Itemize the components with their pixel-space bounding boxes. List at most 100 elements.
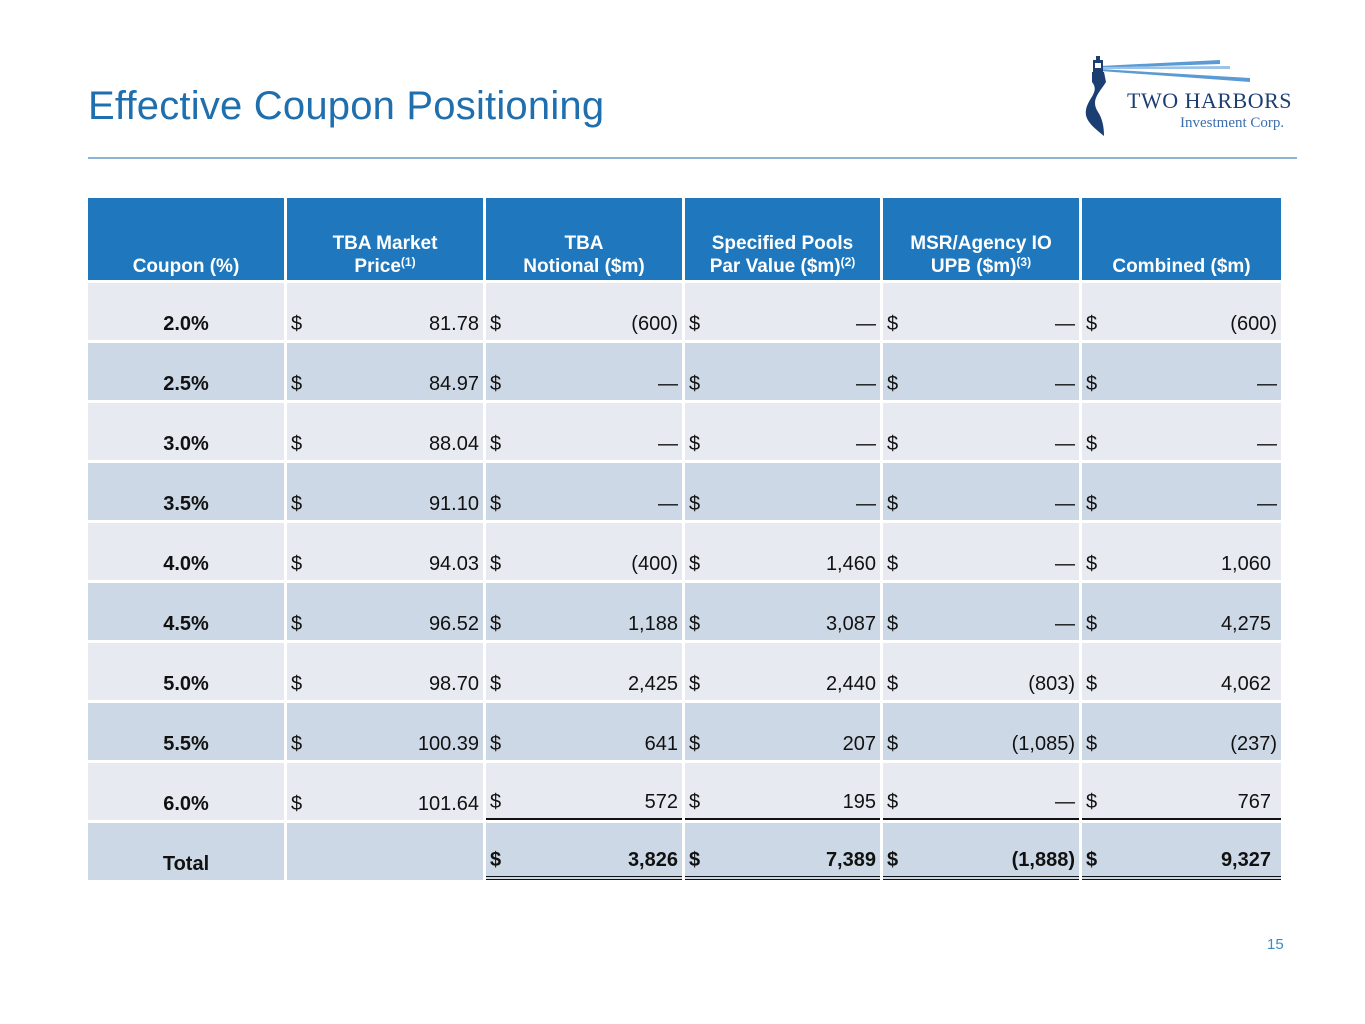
spec-cell: $207 xyxy=(685,703,880,760)
currency-symbol: $ xyxy=(291,313,303,335)
currency-symbol: $ xyxy=(291,733,303,755)
currency-symbol: $ xyxy=(887,313,899,335)
msr-cell: $ (1,888) xyxy=(883,823,1079,880)
msr-value: — xyxy=(1055,373,1075,395)
coupon-cell: 5.5% xyxy=(88,703,284,760)
currency-symbol: $ xyxy=(291,613,303,635)
price-value: 91.10 xyxy=(428,493,479,515)
logo-subtitle: Investment Corp. xyxy=(1180,115,1285,131)
price-value: 94.03 xyxy=(428,553,479,575)
price-value: 84.97 xyxy=(428,373,479,395)
combined-cell: $4,275 xyxy=(1082,583,1281,640)
currency-symbol: $ xyxy=(689,373,701,395)
currency-symbol: $ xyxy=(1086,849,1098,871)
currency-symbol: $ xyxy=(689,849,701,871)
title-divider xyxy=(88,157,1297,159)
combined-value: (237) xyxy=(1230,733,1277,755)
combined-cell: $4,062 xyxy=(1082,643,1281,700)
spec-cell: $ — xyxy=(685,403,880,460)
table-row: 6.0% $101.64 $572 $195 $ — $767 xyxy=(88,763,1281,820)
coupon-cell: 4.5% xyxy=(88,583,284,640)
combined-value: — xyxy=(1257,493,1277,515)
currency-symbol: $ xyxy=(1086,791,1098,813)
msr-value: (1,888) xyxy=(1011,849,1075,871)
price-cell: $100.39 xyxy=(287,703,483,760)
msr-cell: $ — xyxy=(883,583,1079,640)
table-row: 2.5% $84.97 $ — $ — $ — $ — xyxy=(88,343,1281,400)
combined-cell: $ — xyxy=(1082,343,1281,400)
combined-cell: $ (600) xyxy=(1082,283,1281,340)
coupon-positioning-table: Coupon (%) TBA Market Price(1) TBA Notio… xyxy=(85,195,1284,883)
currency-symbol: $ xyxy=(689,613,701,635)
msr-cell: $ — xyxy=(883,403,1079,460)
msr-cell: $ — xyxy=(883,283,1079,340)
notional-cell: $2,425 xyxy=(486,643,682,700)
currency-symbol: $ xyxy=(490,849,502,871)
spec-value: — xyxy=(856,373,876,395)
notional-value: 1,188 xyxy=(627,613,678,635)
spec-cell: $3,087 xyxy=(685,583,880,640)
currency-symbol: $ xyxy=(291,373,303,395)
msr-value: — xyxy=(1055,433,1075,455)
currency-symbol: $ xyxy=(887,733,899,755)
table-row: 3.5% $91.10 $ — $ — $ — $ — xyxy=(88,463,1281,520)
notional-value: — xyxy=(658,433,678,455)
msr-value: — xyxy=(1055,791,1075,813)
price-cell: $94.03 xyxy=(287,523,483,580)
combined-value: 9,327 xyxy=(1220,849,1271,871)
currency-symbol: $ xyxy=(490,553,502,575)
total-label: Total xyxy=(88,823,284,880)
price-cell: $81.78 xyxy=(287,283,483,340)
spec-value: 3,087 xyxy=(825,613,876,635)
notional-cell: $572 xyxy=(486,763,682,820)
spec-value: 2,440 xyxy=(825,673,876,695)
total-row: Total $3,826 $7,389 $ (1,888) $9,327 xyxy=(88,823,1281,880)
spec-value: — xyxy=(856,433,876,455)
combined-cell: $ — xyxy=(1082,403,1281,460)
spec-value: — xyxy=(856,313,876,335)
page-number: 15 xyxy=(1267,936,1284,953)
currency-symbol: $ xyxy=(1086,373,1098,395)
currency-symbol: $ xyxy=(689,733,701,755)
msr-cell: $ (803) xyxy=(883,643,1079,700)
coupon-cell: 5.0% xyxy=(88,643,284,700)
notional-cell: $641 xyxy=(486,703,682,760)
currency-symbol: $ xyxy=(1086,733,1098,755)
currency-symbol: $ xyxy=(887,791,899,813)
spec-cell: $7,389 xyxy=(685,823,880,880)
coupon-cell: 4.0% xyxy=(88,523,284,580)
currency-symbol: $ xyxy=(1086,673,1098,695)
currency-symbol: $ xyxy=(689,313,701,335)
currency-symbol: $ xyxy=(887,673,899,695)
spec-cell: $195 xyxy=(685,763,880,820)
currency-symbol: $ xyxy=(887,493,899,515)
notional-cell: $ — xyxy=(486,343,682,400)
price-value: 81.78 xyxy=(428,313,479,335)
currency-symbol: $ xyxy=(1086,433,1098,455)
msr-cell: $ — xyxy=(883,463,1079,520)
spec-cell: $1,460 xyxy=(685,523,880,580)
price-value: 101.64 xyxy=(417,793,479,815)
header-tba-market-price: TBA Market Price(1) xyxy=(287,198,483,280)
currency-symbol: $ xyxy=(490,733,502,755)
notional-value: 3,826 xyxy=(627,849,678,871)
page-title: Effective Coupon Positioning xyxy=(88,84,605,128)
notional-value: — xyxy=(658,493,678,515)
table-header-row: Coupon (%) TBA Market Price(1) TBA Notio… xyxy=(88,198,1281,280)
price-value: 100.39 xyxy=(417,733,479,755)
msr-value: — xyxy=(1055,553,1075,575)
spec-value: 207 xyxy=(842,733,876,755)
combined-cell: $767 xyxy=(1082,763,1281,820)
msr-value: — xyxy=(1055,313,1075,335)
combined-value: — xyxy=(1257,433,1277,455)
notional-value: (400) xyxy=(631,553,678,575)
currency-symbol: $ xyxy=(291,493,303,515)
msr-value: (1,085) xyxy=(1011,733,1075,755)
currency-symbol: $ xyxy=(887,433,899,455)
currency-symbol: $ xyxy=(689,493,701,515)
combined-cell: $1,060 xyxy=(1082,523,1281,580)
table-row: 4.0% $94.03 $ (400) $1,460 $ — $1,060 xyxy=(88,523,1281,580)
combined-cell: $ — xyxy=(1082,463,1281,520)
spec-cell: $ — xyxy=(685,343,880,400)
combined-value: 4,062 xyxy=(1220,673,1271,695)
